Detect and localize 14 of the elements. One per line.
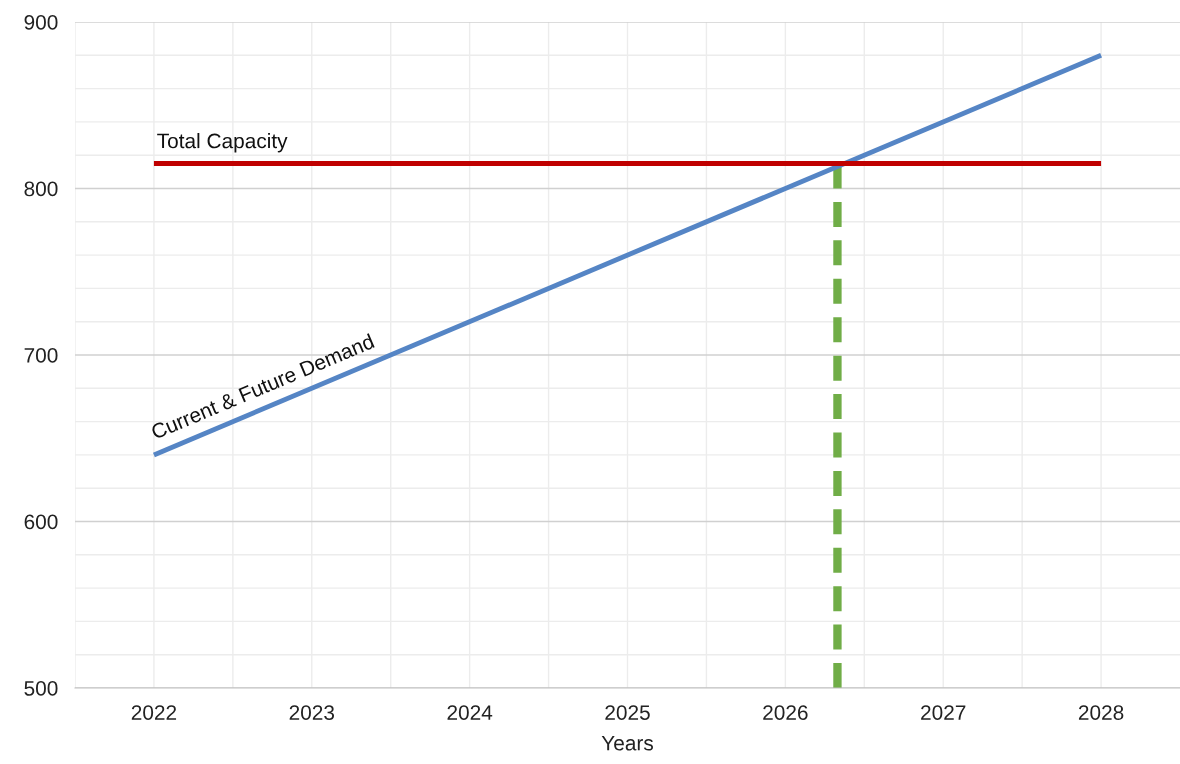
x-tick-label: 2027 — [921, 705, 966, 720]
y-tick-label: 900 — [24, 15, 58, 30]
x-tick-label: 2026 — [763, 705, 808, 720]
x-tick-label: 2025 — [605, 705, 650, 720]
y-tick-label: 600 — [24, 514, 58, 530]
y-tick-label: 800 — [24, 181, 58, 197]
x-tick-label: 2024 — [447, 705, 493, 720]
x-tick-label: 2022 — [131, 705, 177, 720]
y-tick-label: 500 — [24, 681, 58, 696]
series-label: Total Capacity — [157, 132, 288, 153]
y-tick-label: 700 — [24, 348, 58, 363]
x-axis-title: Years — [601, 735, 654, 751]
x-tick-label: 2028 — [1078, 705, 1124, 720]
x-tick-label: 2023 — [289, 705, 335, 720]
